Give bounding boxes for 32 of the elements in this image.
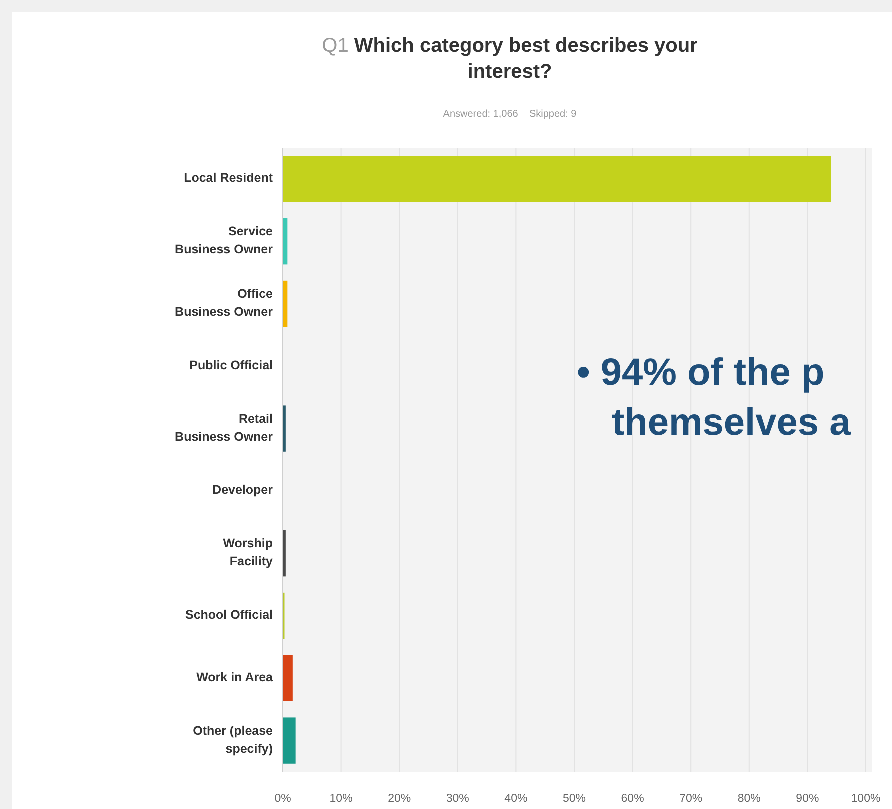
y-tick-label: Local Resident [184,171,274,186]
y-tick-label: School Official [185,608,273,622]
x-tick-label: 50% [562,793,586,805]
x-tick-label: 30% [446,793,470,805]
x-tick-label: 10% [330,793,353,805]
y-tick-label: Other (please specify) [193,724,274,756]
bar [283,218,288,265]
chart-subtitle: Answered: 1,066 Skipped: 9 [443,109,578,120]
y-tick-label: Office Business Owner [175,287,274,320]
x-tick-label: 90% [796,793,820,805]
x-tick-label: 70% [680,793,703,805]
bar [283,280,288,328]
y-tick-label: Service Business Owner [175,224,274,257]
bar [283,406,286,452]
y-tick-label: Public Official [190,358,273,373]
y-tick-label: Retail Business Owner [175,412,274,444]
x-tick-label: 40% [504,793,528,805]
y-tick-label: Developer [212,483,274,498]
bar [283,718,296,764]
bar [283,156,832,202]
x-tick-label: 20% [388,793,412,805]
x-tick-label: 60% [621,793,644,805]
annotation: • 94% of the p [577,352,825,394]
bar [283,530,286,577]
annotation: themselves a [612,402,852,444]
y-tick-label: Worship Facility [223,536,274,569]
bar [283,655,293,702]
x-tick-label: 0% [274,793,292,805]
chart-title: Q1 Which category best describes your interest? [322,35,698,83]
y-tick-label: Work in Area [196,670,274,685]
x-tick-label: 80% [738,793,761,805]
x-tick-label: 100% [851,793,881,805]
